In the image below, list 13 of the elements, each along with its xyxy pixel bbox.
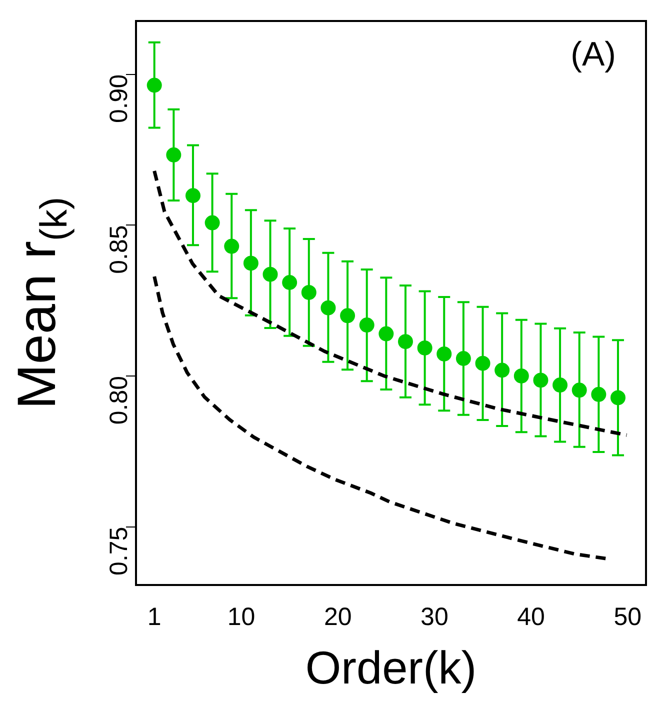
annotation: (A) xyxy=(570,35,616,74)
x-tick-label: 40 xyxy=(517,602,545,631)
y-tick-label: 0.80 xyxy=(104,376,133,425)
y-axis-title: Mean r(k) xyxy=(6,196,76,410)
x-tick-label: 1 xyxy=(147,602,162,631)
x-tick-label: 20 xyxy=(324,602,352,631)
y-tick-label: 0.75 xyxy=(104,526,133,576)
x-tick-label: 10 xyxy=(227,602,256,631)
y-tick-label: 0.85 xyxy=(104,225,133,274)
y-tick-label: 0.90 xyxy=(104,74,133,124)
x-axis-title: Order(k) xyxy=(305,642,477,694)
x-tick-label: 50 xyxy=(614,602,642,631)
x-tick-label: 30 xyxy=(420,602,448,631)
